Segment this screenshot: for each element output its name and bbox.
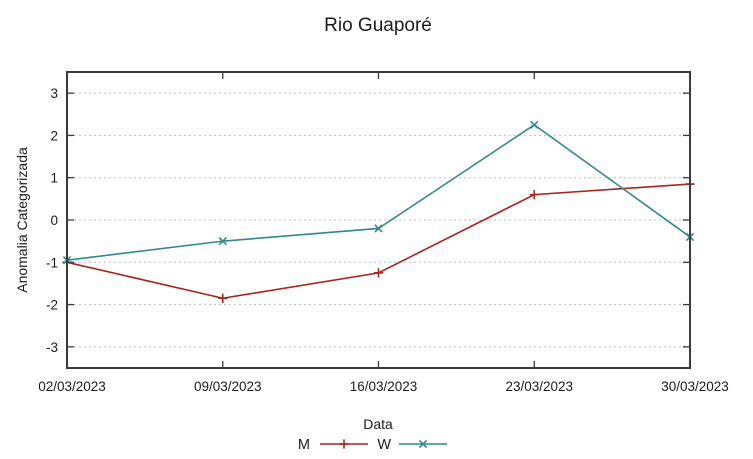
y-tick-labels: -3 -2 -1 0 1 2 3: [46, 86, 58, 355]
marker-cross: [218, 236, 227, 246]
y-tick-label: -2: [46, 298, 58, 313]
legend-marker-plus: [339, 439, 349, 449]
gridlines: [69, 92, 688, 348]
y-tick-label: 3: [50, 86, 58, 101]
x-tick-labels: 02/03/2023 09/03/2023 16/03/2023 23/03/2023…: [38, 379, 729, 394]
y-tick-label: 0: [50, 213, 58, 228]
y-tick-label: 2: [50, 128, 58, 143]
x-tick-label: 23/03/2023: [505, 379, 573, 394]
legend-marker-cross: [418, 439, 428, 449]
series-M: [62, 179, 695, 303]
marker-plus: [373, 268, 384, 278]
legend-label-w: W: [377, 437, 391, 453]
marker-cross: [374, 224, 383, 233]
legend-sample-m: [320, 439, 368, 449]
y-tick-label: -1: [46, 255, 58, 270]
series-line-M: [66, 183, 691, 300]
legend-sample-w: [399, 439, 447, 449]
legend: M W: [298, 437, 447, 453]
series-line-W: [66, 123, 691, 261]
x-axis-label: Data: [363, 416, 393, 432]
marker-cross: [530, 120, 539, 130]
y-tick-label: -3: [46, 340, 58, 355]
x-tick-label: 02/03/2023: [38, 379, 106, 394]
y-tick-label: 1: [50, 171, 58, 186]
marker-plus: [529, 190, 539, 200]
series-W: [62, 120, 695, 265]
x-tick-label: 30/03/2023: [661, 379, 729, 394]
legend-label-m: M: [298, 437, 310, 453]
y-axis-label: Anomalia Categorizada: [14, 147, 30, 293]
marker-plus: [218, 293, 228, 303]
series-lines: [62, 120, 695, 303]
chart-title: Rio Guaporé: [324, 15, 432, 36]
axis-ticks: [66, 72, 691, 368]
x-tick-label: 16/03/2023: [350, 379, 418, 394]
x-tick-label: 09/03/2023: [194, 379, 262, 394]
